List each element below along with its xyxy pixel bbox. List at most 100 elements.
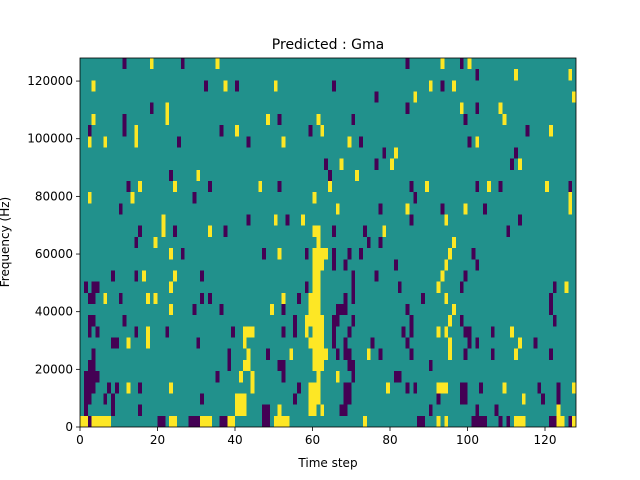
heatmap-cell-high (196, 169, 201, 181)
heatmap-cell-high (444, 214, 449, 226)
heatmap-cell-low (192, 192, 197, 204)
heatmap-cell-high (235, 125, 239, 137)
plot-frame (79, 57, 577, 428)
heatmap-cell-high (328, 181, 332, 193)
heatmap-cell-high (91, 113, 96, 126)
heatmap-cell-low (378, 348, 383, 360)
heatmap-cell-high (308, 404, 317, 416)
heatmap-cell-high (304, 315, 325, 327)
heatmap-cell-high (300, 214, 305, 226)
heatmap-cell-low (517, 214, 522, 226)
heatmap-cell-low (331, 315, 340, 327)
heatmap-cell-low (475, 181, 480, 193)
heatmap-cell-low (475, 69, 480, 81)
heatmap-cell-low (409, 348, 414, 360)
heatmap-cell-low (200, 393, 204, 405)
heatmap-cell-low (475, 337, 480, 349)
heatmap-cell-low (467, 337, 472, 349)
y-tick-label: 60000 (35, 247, 73, 261)
heatmap-cell-high (312, 192, 317, 204)
heatmap-cell-low (374, 270, 379, 282)
heatmap-cell-high (452, 236, 456, 249)
heatmap-cell-low (277, 113, 282, 126)
heatmap-cell-low (304, 248, 309, 260)
heatmap-cell-low (122, 113, 127, 137)
heatmap-cell-high (91, 80, 96, 92)
x-tick-label: 40 (227, 433, 242, 447)
heatmap-cell-low (107, 382, 111, 394)
heatmap-cell-high (514, 415, 526, 427)
heatmap-cell-high (316, 113, 321, 126)
heatmap-cell-high (227, 415, 235, 427)
heatmap-cell-low (397, 281, 402, 293)
heatmap-cell-high (235, 393, 247, 416)
heatmap-cell-low (277, 359, 286, 372)
heatmap-cell-low (440, 80, 445, 92)
heatmap-cell-high (223, 80, 228, 92)
heatmap-cell-low (475, 404, 480, 416)
heatmap-cell-high (308, 292, 321, 304)
heatmap-cell-high (173, 270, 177, 282)
heatmap-cell-high (161, 214, 166, 237)
heatmap-cell-high (169, 304, 173, 316)
heatmap-cell-low (262, 404, 270, 427)
heatmap-cell-low (548, 415, 557, 427)
heatmap-cell-low (176, 136, 181, 148)
heatmap-cell-low (351, 113, 356, 126)
heatmap-cell-high (215, 58, 220, 70)
heatmap-cell-high (444, 326, 449, 338)
heatmap-cell-low (138, 382, 142, 394)
heatmap-cell-low (138, 404, 142, 416)
heatmap-cell-high (517, 158, 522, 170)
heatmap-cell-low (83, 393, 92, 405)
heatmap-cell-high (316, 371, 321, 383)
heatmap-cell-high (242, 326, 255, 338)
heatmap-cell-low (343, 382, 352, 405)
heatmap-cell-low (204, 80, 208, 92)
heatmap-cell-low (463, 348, 468, 360)
heatmap-cell-low (293, 315, 297, 338)
heatmap-cell-high (564, 281, 569, 293)
heatmap-cell-low (304, 281, 309, 293)
heatmap-cell-low (347, 248, 352, 260)
heatmap-cell-low (490, 326, 495, 338)
heatmap-cell-low (498, 415, 503, 427)
heatmap-cell-high (448, 337, 452, 360)
heatmap-cell-high (572, 415, 576, 427)
heatmap-cell-low (331, 259, 336, 271)
heatmap-cell-low (401, 326, 406, 338)
y-tick-label: 0 (65, 420, 73, 434)
heatmap-cell-high (436, 415, 441, 427)
heatmap-cell-low (246, 214, 251, 226)
heatmap-cell-low (223, 225, 228, 237)
heatmap-cell-high (444, 259, 449, 271)
heatmap-cell-low (331, 248, 336, 260)
x-tick-label: 60 (305, 433, 320, 447)
heatmap-cell-low (362, 225, 367, 237)
heatmap-cell-low (118, 203, 123, 215)
heatmap-cell-low (285, 214, 290, 226)
y-tick-label: 120000 (27, 74, 73, 88)
heatmap-cell-low (87, 359, 96, 372)
heatmap-cell-low (351, 315, 356, 327)
heatmap-cell-low (440, 203, 445, 215)
heatmap-cell-low (331, 326, 336, 349)
heatmap-cell-high (452, 80, 456, 92)
heatmap-cell-low (436, 393, 441, 405)
heatmap-cell-low (266, 348, 270, 360)
heatmap-cell-high (258, 181, 263, 193)
heatmap-cell-high (169, 281, 173, 293)
heatmap-cell-high (514, 69, 518, 81)
heatmap-cell-low (393, 371, 402, 383)
heatmap-cell-low (537, 382, 542, 394)
heatmap-cell-high (440, 270, 445, 282)
heatmap-cell-high (355, 169, 359, 181)
heatmap-cell-low (87, 292, 96, 304)
heatmap-cell-low (277, 181, 282, 193)
heatmap-cell-low (405, 382, 410, 394)
heatmap-cell-low (219, 304, 224, 316)
heatmap-cell-high (91, 415, 111, 427)
heatmap-cell-high (103, 292, 108, 304)
heatmap-cell-low (87, 415, 92, 427)
heatmap-cell-high (436, 281, 441, 293)
